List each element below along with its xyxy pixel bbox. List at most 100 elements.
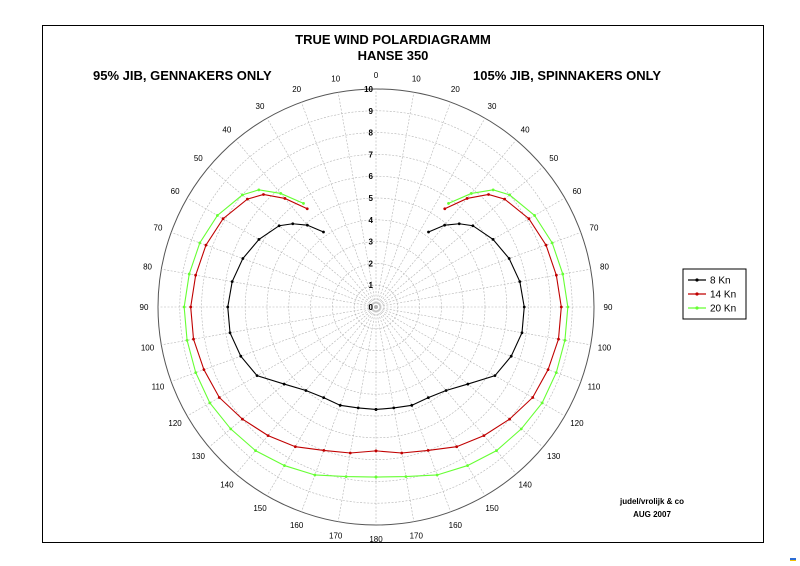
grid-ring — [201, 132, 551, 482]
grid-spoke — [375, 306, 415, 522]
series-point — [279, 192, 283, 195]
series-point — [277, 224, 281, 228]
series-line — [183, 189, 377, 478]
series-point — [189, 305, 193, 309]
angle-label: 90 — [604, 303, 613, 312]
angle-label: 40 — [521, 125, 530, 134]
angle-label: 70 — [590, 224, 599, 233]
series-point — [239, 354, 243, 358]
series-point — [208, 401, 212, 405]
angle-label: 150 — [485, 504, 499, 513]
angle-label: 80 — [143, 263, 152, 272]
series-point — [228, 331, 232, 335]
series-point — [400, 451, 404, 455]
radial-tick-label: 9 — [369, 107, 374, 116]
grid-spoke — [337, 92, 377, 308]
series-point — [392, 406, 396, 410]
legend-label: 8 Kn — [710, 276, 731, 287]
angle-label: 40 — [222, 125, 231, 134]
series-point — [487, 193, 490, 196]
polar-chart: TRUE WIND POLARDIAGRAMM HANSE 350 95% JI… — [93, 32, 747, 544]
grid-spoke — [375, 118, 486, 308]
series-point — [522, 305, 526, 309]
legend-marker — [695, 278, 699, 282]
series-point — [194, 371, 198, 375]
grid-spoke — [375, 92, 415, 308]
series-point — [185, 338, 189, 342]
grid-spoke — [337, 306, 377, 522]
angle-label: 20 — [292, 85, 301, 94]
series-point — [344, 475, 348, 479]
series-line — [227, 223, 377, 411]
series-point — [254, 449, 257, 453]
series-point — [563, 338, 567, 342]
series-point — [471, 224, 475, 228]
series-point — [518, 280, 522, 284]
angle-label: 20 — [451, 85, 460, 94]
series-point — [217, 396, 221, 399]
angle-label: 140 — [518, 481, 532, 490]
radial-tick-label: 7 — [369, 150, 374, 159]
series-point — [305, 223, 309, 227]
series-point — [262, 193, 265, 196]
grid-spoke — [375, 232, 581, 308]
series-point — [257, 238, 261, 241]
series-point — [374, 449, 378, 453]
series-point — [495, 449, 498, 453]
series-point — [426, 448, 430, 452]
series-point — [404, 475, 408, 479]
grid-spoke — [187, 197, 377, 308]
angle-label: 90 — [140, 303, 149, 312]
series-point — [527, 217, 531, 221]
grid-spoke — [208, 306, 377, 448]
legend-label: 14 Kn — [710, 290, 736, 301]
series-point — [230, 280, 234, 284]
series-point — [322, 448, 326, 452]
legend-marker — [695, 306, 699, 310]
series-point — [533, 214, 536, 217]
radial-tick-label: 5 — [369, 194, 374, 203]
series-point — [531, 396, 535, 399]
chart-frame: TRUE WIND POLARDIAGRAMM HANSE 350 95% JI… — [42, 25, 764, 544]
corner-mark-yellow — [790, 559, 796, 561]
series-point — [283, 464, 286, 467]
radial-tick-label: 6 — [369, 172, 374, 181]
series-point — [322, 230, 325, 234]
series-point — [427, 230, 430, 234]
series-point — [509, 354, 513, 358]
series-point — [304, 389, 308, 392]
series-point — [198, 241, 202, 245]
grid-spoke — [375, 102, 451, 308]
grid-spoke — [375, 306, 544, 448]
series-point — [559, 305, 563, 309]
angle-label: 80 — [600, 263, 609, 272]
series-point — [241, 193, 244, 197]
legend-label: 20 Kn — [710, 304, 736, 315]
grid-spoke — [375, 306, 581, 382]
corner-mark — [790, 558, 796, 561]
angle-label: 30 — [256, 102, 265, 111]
angle-label: 110 — [152, 382, 165, 391]
radial-tick-label: 3 — [369, 238, 374, 247]
grid-spoke — [208, 166, 377, 308]
series-point — [546, 368, 550, 372]
series-point — [302, 202, 305, 205]
grid-spoke — [161, 306, 377, 346]
series-point — [426, 396, 430, 400]
series-point — [519, 427, 523, 431]
series-group — [182, 188, 570, 479]
chart-title: TRUE WIND POLARDIAGRAMM — [295, 32, 491, 47]
angle-label: 170 — [329, 531, 343, 540]
series-point — [544, 243, 548, 247]
chart-subtitle: HANSE 350 — [358, 48, 429, 63]
radial-tick-label: 1 — [369, 281, 374, 290]
series-point — [374, 408, 378, 411]
series-point — [550, 241, 554, 245]
series-point — [374, 475, 378, 479]
series-point — [283, 197, 287, 200]
angle-label: 10 — [331, 75, 340, 84]
series-point — [491, 188, 495, 192]
series-line — [375, 189, 569, 478]
angle-label: 100 — [598, 343, 612, 352]
series-point — [202, 368, 206, 372]
